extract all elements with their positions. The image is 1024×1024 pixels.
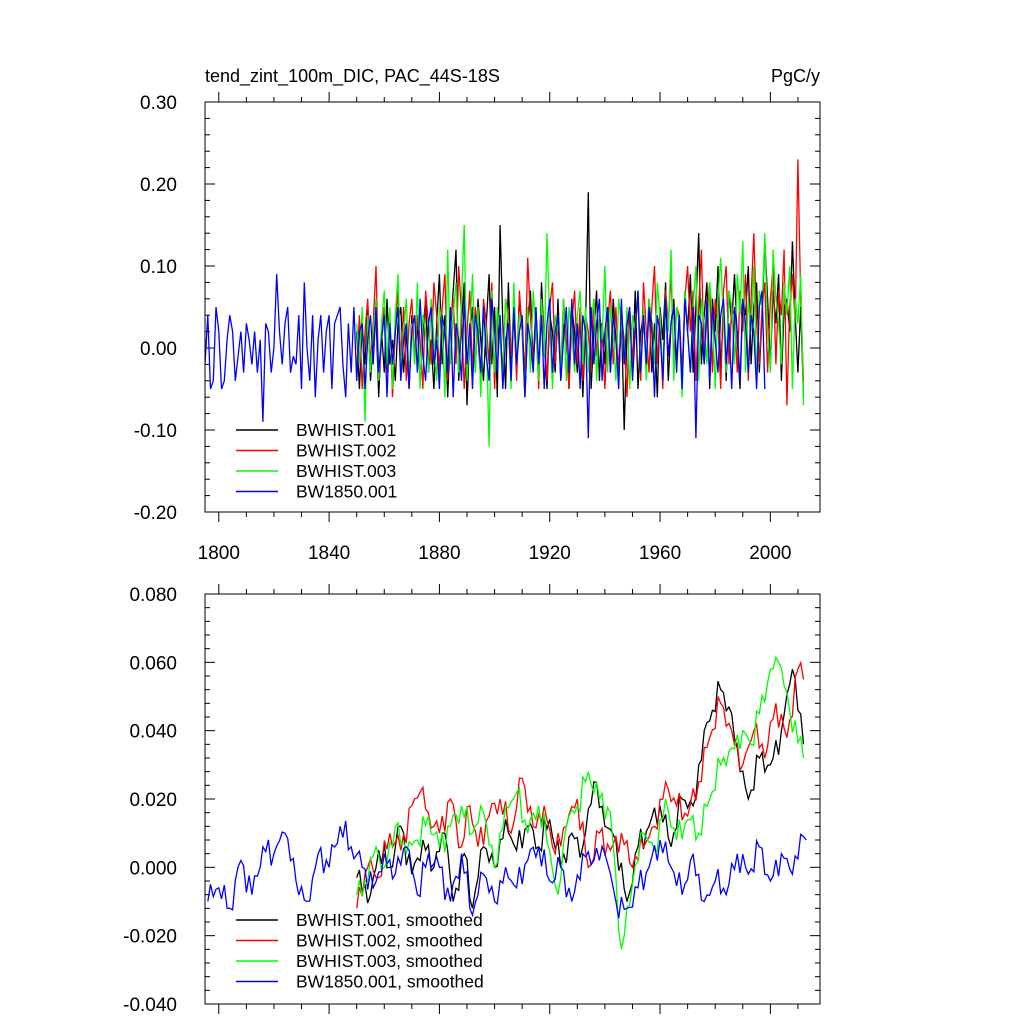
x-tick-label: 1880: [418, 543, 460, 564]
top-panel-units: PgC/y: [771, 66, 820, 86]
series-line-bwhist-003-smoothed: [356, 655, 805, 950]
top-panel-ticks: [205, 92, 820, 522]
x-tick-label: 2000: [749, 543, 791, 564]
top-panel-series: [205, 159, 805, 447]
y-tick-label: -0.20: [134, 503, 177, 524]
bottom-panel-frame: [204, 593, 821, 1005]
y-tick-label: -0.10: [134, 421, 177, 442]
y-tick-label: 0.020: [129, 790, 177, 811]
y-tick-label: 0.30: [140, 93, 177, 114]
legend-label: BW1850.001: [296, 482, 397, 502]
y-tick-label: -0.040: [123, 995, 177, 1016]
legend-label: BWHIST.001, smoothed: [296, 910, 483, 930]
top-panel-frame: [204, 101, 821, 513]
y-tick-label: 0.080: [129, 585, 177, 606]
y-tick-label: 0.060: [129, 653, 177, 674]
bottom-panel-y-tick-labels: -0.040 -0.020 0.000 0.020 0.040 0.060 0.080: [123, 585, 177, 1016]
top-panel-title: tend_zint_100m_DIC, PAC_44S-18S: [205, 66, 500, 87]
top-panel-x-tick-labels: 1800 1840 1880 1920 1960 2000: [198, 543, 792, 564]
legend-label: BWHIST.002: [296, 441, 396, 461]
legend-label: BW1850.001, smoothed: [296, 972, 484, 992]
legend-label: BWHIST.001: [296, 420, 396, 440]
series-line-bw1850-001-smoothed: [207, 820, 807, 919]
y-tick-label: 0.040: [129, 722, 177, 743]
x-tick-label: 1800: [198, 543, 240, 564]
series-line-bwhist-003: [356, 224, 805, 447]
y-tick-label: -0.020: [123, 927, 177, 948]
y-tick-label: 0.10: [140, 257, 177, 278]
legend-label: BWHIST.003, smoothed: [296, 951, 483, 971]
y-tick-label: 0.00: [140, 339, 177, 360]
top-panel: tend_zint_100m_DIC, PAC_44S-18S PgC/y -0…: [134, 66, 821, 564]
bottom-panel: -0.040 -0.020 0.000 0.020 0.040 0.060 0.080 BW…: [123, 584, 821, 1016]
top-panel-y-tick-labels: -0.20 -0.10 0.00 0.10 0.20 0.30: [134, 93, 177, 524]
y-tick-label: 0.000: [129, 858, 177, 879]
x-tick-label: 1920: [529, 543, 571, 564]
series-line-bwhist-002-smoothed: [356, 660, 805, 909]
bottom-panel-series: [207, 655, 807, 950]
legend-label: BWHIST.002, smoothed: [296, 931, 483, 951]
legend-label: BWHIST.003: [296, 461, 396, 481]
x-tick-label: 1840: [308, 543, 350, 564]
x-tick-label: 1960: [639, 543, 681, 564]
series-line-bw1850-001: [205, 274, 766, 439]
series-line-bwhist-001-smoothed: [356, 669, 805, 909]
y-tick-label: 0.20: [140, 175, 177, 196]
